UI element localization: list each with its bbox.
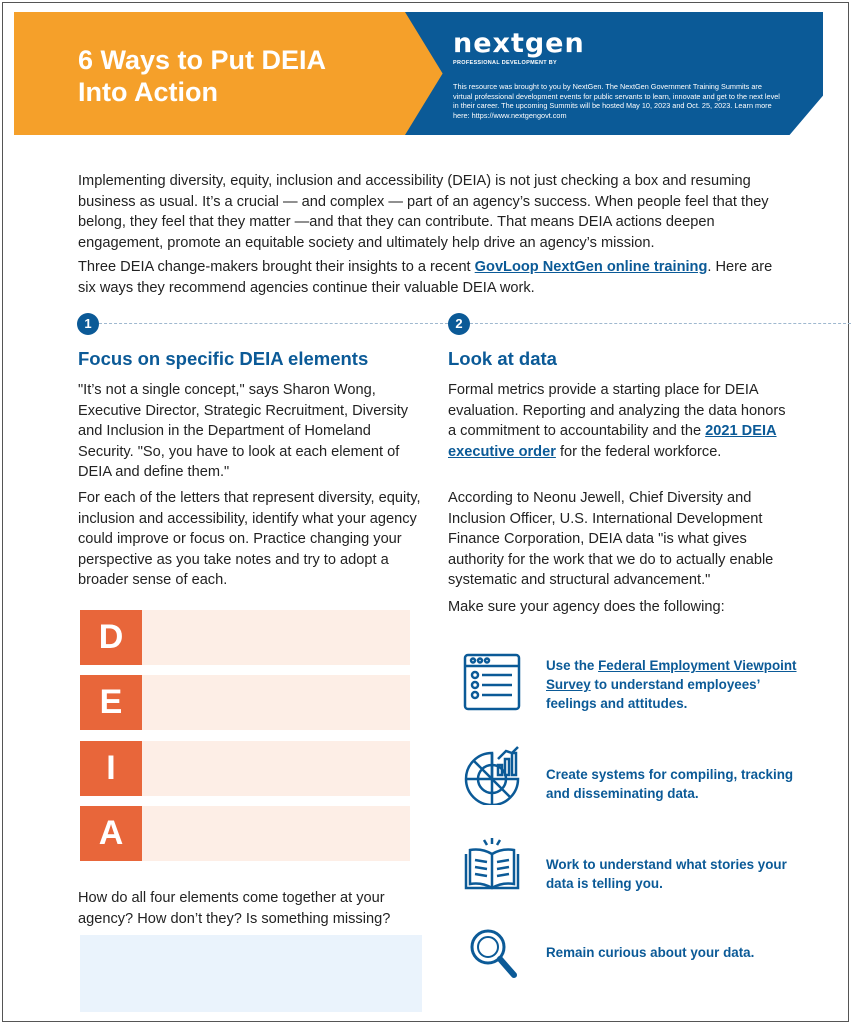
- title-banner: [14, 12, 444, 135]
- section1-paragraph: For each of the letters that represent d…: [78, 490, 421, 588]
- about-text: This resource was brought to you by Next…: [453, 82, 780, 120]
- letter-i: I: [80, 741, 142, 796]
- item-text: Work to understand what stories your dat…: [546, 857, 787, 891]
- section2-quote: According to Neonu Jewell, Chief Diversi…: [448, 490, 774, 588]
- text: to understand employees’ feelings and at…: [546, 677, 760, 711]
- section1-question: How do all four elements come together a…: [78, 890, 391, 927]
- answer-box[interactable]: [80, 935, 422, 1012]
- nextgen-logo: nextgen: [453, 28, 585, 59]
- deia-row-d[interactable]: D: [80, 610, 410, 665]
- title-line2: Into Action: [78, 77, 218, 107]
- text: Use the: [546, 658, 599, 673]
- item-text: Create systems for compiling, tracking a…: [546, 767, 794, 801]
- text: Formal metrics provide a starting place …: [448, 382, 786, 439]
- text: for the federal workforce.: [555, 443, 722, 460]
- deia-row-i[interactable]: I: [80, 741, 410, 796]
- divider: [470, 323, 851, 324]
- magnifying-glass-icon: [470, 929, 517, 978]
- logo-subtitle: PROFESSIONAL DEVELOPMENT BY: [453, 60, 557, 66]
- open-book-icon: [464, 838, 520, 890]
- deia-row-a[interactable]: A: [80, 806, 410, 861]
- intro-paragraph: Implementing diversity, equity, inclusio…: [78, 173, 769, 251]
- section2-lead: Make sure your agency does the following…: [448, 599, 725, 615]
- section1-heading: Focus on specific DEIA elements: [78, 348, 369, 369]
- survey-checklist-icon: [463, 653, 521, 711]
- training-link[interactable]: GovLoop NextGen online training: [474, 259, 708, 275]
- page-title: 6 Ways to Put DEIA Into Action: [78, 44, 326, 108]
- item-text: Remain curious about your data.: [546, 945, 755, 960]
- step-number-2: 2: [448, 313, 470, 335]
- divider: [99, 323, 448, 324]
- section1-quote: "It’s not a single concept," says Sharon…: [78, 382, 409, 480]
- data-chart-icon: [464, 746, 520, 805]
- letter-e: E: [80, 675, 142, 730]
- letter-d: D: [80, 610, 142, 665]
- text: . Here are six ways they recommend agenc…: [78, 259, 773, 296]
- text: Three DEIA change-makers brought their i…: [78, 259, 475, 275]
- section2-paragraph: Formal metrics provide a starting place …: [448, 380, 793, 462]
- executive-order-link[interactable]: 2021 DEIA executive order: [448, 423, 777, 460]
- letter-a: A: [80, 806, 142, 861]
- intro-paragraph-2: Three DEIA change-makers brought their i…: [78, 257, 790, 298]
- step-number-1: 1: [77, 313, 99, 335]
- section2-heading: Look at data: [448, 348, 557, 369]
- deia-row-e[interactable]: E: [80, 675, 410, 730]
- fevs-link[interactable]: Federal Employment Viewpoint Survey: [546, 658, 797, 692]
- title-line1: 6 Ways to Put DEIA: [78, 45, 327, 75]
- nextgen-banner: [405, 12, 823, 135]
